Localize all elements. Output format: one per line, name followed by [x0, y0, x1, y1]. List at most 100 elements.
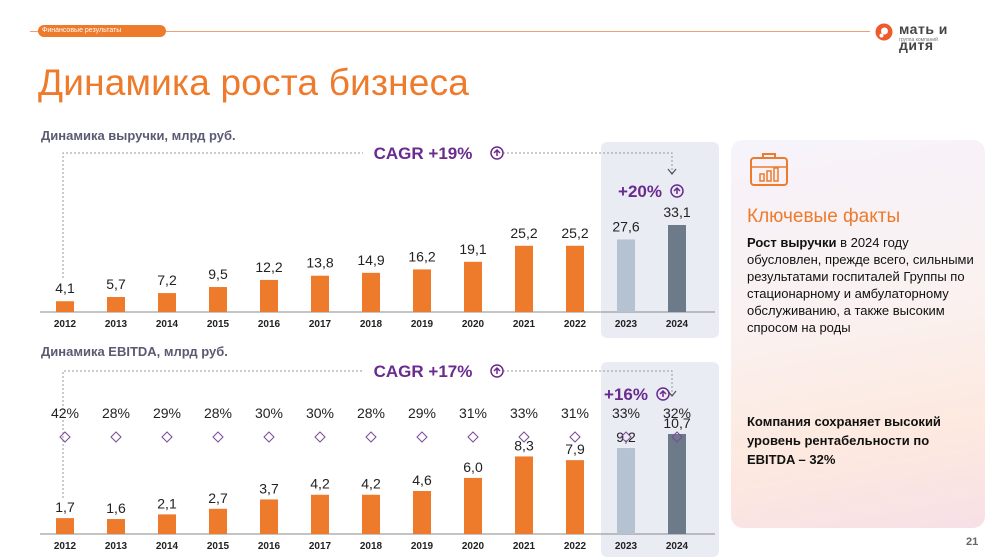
x-tick-2013: 2013 — [105, 319, 128, 330]
key-facts-paragraph-2: Компания сохраняет высокий уровень рента… — [747, 414, 941, 467]
bar-2024 — [668, 225, 686, 312]
value-label-2022: 7,9 — [565, 441, 585, 457]
value-label-2020: 19,1 — [459, 241, 486, 257]
cagr-up-icon — [490, 146, 504, 160]
x-tick-2019: 2019 — [411, 319, 434, 330]
x-tick-2021: 2021 — [513, 541, 536, 552]
bar-2018 — [362, 494, 380, 534]
margin-label-2021: 33% — [510, 405, 538, 421]
value-label-2022: 25,2 — [561, 225, 588, 241]
cagr-up-icon — [490, 364, 504, 378]
ebitda-chart-title: Динамика EBITDA, млрд руб. — [41, 344, 228, 359]
value-label-2017: 4,2 — [310, 476, 330, 492]
x-tick-2019: 2019 — [411, 541, 434, 552]
key-facts-panel: Ключевые факты Рост выручки в 2024 году … — [731, 140, 985, 528]
x-tick-2014: 2014 — [156, 541, 179, 552]
header-divider — [30, 31, 870, 32]
x-tick-2016: 2016 — [258, 319, 281, 330]
x-tick-2024: 2024 — [666, 319, 689, 330]
margin-diamond-icon — [416, 431, 428, 443]
cagr-arrow-head — [667, 168, 677, 175]
bar-2019 — [413, 491, 431, 534]
bar-2024 — [668, 434, 686, 534]
value-label-2012: 1,7 — [55, 499, 75, 515]
margin-label-2023: 33% — [612, 405, 640, 421]
cagr-up-arrow-icon — [493, 148, 501, 156]
bar-2021 — [515, 456, 533, 534]
value-label-2020: 6,0 — [463, 459, 483, 475]
bar-2015 — [209, 508, 227, 534]
cagr-bracket-right — [503, 152, 673, 174]
value-label-2023: 9,2 — [616, 429, 636, 445]
company-logo: мать и дитя группа компаний — [874, 20, 984, 53]
value-label-2013: 1,6 — [106, 500, 126, 516]
bar-2014 — [158, 293, 176, 312]
growth-label: +16% — [604, 385, 648, 404]
logo-text: мать и дитя — [899, 21, 948, 53]
value-label-2023: 27,6 — [612, 218, 639, 234]
value-label-2016: 12,2 — [255, 259, 282, 275]
margin-diamond-icon — [212, 431, 224, 443]
value-label-2017: 13,8 — [306, 255, 333, 271]
value-label-2021: 25,2 — [510, 225, 537, 241]
bar-2017 — [311, 275, 329, 312]
bar-2016 — [260, 499, 278, 534]
growth-up-icon — [670, 184, 684, 198]
x-tick-2018: 2018 — [360, 319, 383, 330]
x-tick-2015: 2015 — [207, 319, 230, 330]
margin-diamond-icon — [59, 431, 71, 443]
logo-subtitle: группа компаний — [899, 37, 938, 43]
margin-diamond-icon — [620, 431, 632, 443]
margin-label-2016: 30% — [255, 405, 283, 421]
x-tick-2020: 2020 — [462, 541, 485, 552]
bar-2018 — [362, 272, 380, 312]
margin-diamond-icon — [518, 431, 530, 443]
bar-2021 — [515, 245, 533, 312]
logo-mark-icon — [875, 23, 893, 41]
margin-diamond-icon — [671, 431, 683, 443]
value-label-2018: 14,9 — [357, 252, 384, 268]
bar-2013 — [107, 519, 125, 534]
growth-up-icon — [656, 387, 670, 401]
growth-label: +20% — [618, 182, 662, 201]
key-facts-p1-bold: Рост выручки — [747, 235, 837, 250]
cagr-label: CAGR +17% — [374, 362, 473, 381]
value-label-2012: 4,1 — [55, 280, 75, 296]
bar-2012 — [56, 301, 74, 312]
cagr-label: CAGR +19% — [374, 144, 473, 163]
value-label-2015: 9,5 — [208, 266, 228, 282]
bar-2019 — [413, 269, 431, 312]
cagr-bracket-left — [62, 152, 363, 278]
page-title: Динамика роста бизнеса — [38, 62, 470, 103]
margin-label-2019: 29% — [408, 405, 436, 421]
x-tick-2020: 2020 — [462, 319, 485, 330]
bar-2012 — [56, 518, 74, 534]
value-label-2015: 2,7 — [208, 490, 228, 506]
key-facts-paragraph-1: Рост выручки в 2024 году обусловлен, пре… — [747, 234, 979, 336]
x-tick-2018: 2018 — [360, 541, 383, 552]
section-tag: Финансовые результаты — [38, 25, 166, 37]
key-facts-title: Ключевые факты — [747, 206, 901, 227]
margin-label-2022: 31% — [561, 405, 589, 421]
page-number: 21 — [966, 536, 979, 548]
x-tick-2022: 2022 — [564, 319, 587, 330]
x-tick-2012: 2012 — [54, 319, 77, 330]
x-tick-2015: 2015 — [207, 541, 230, 552]
bar-2022 — [566, 245, 584, 312]
key-facts-p1-text: в 2024 году обусловлен, прежде всего, си… — [747, 235, 974, 335]
bar-2023 — [617, 239, 635, 312]
x-tick-2012: 2012 — [54, 541, 77, 552]
bar-2013 — [107, 297, 125, 312]
x-tick-2017: 2017 — [309, 541, 332, 552]
x-tick-2023: 2023 — [615, 541, 638, 552]
margin-label-2018: 28% — [357, 405, 385, 421]
value-label-2019: 4,6 — [412, 472, 432, 488]
growth-up-arrow-icon — [659, 389, 667, 397]
margin-diamond-icon — [263, 431, 275, 443]
margin-diamond-icon — [365, 431, 377, 443]
margin-label-2014: 29% — [153, 405, 181, 421]
x-tick-2014: 2014 — [156, 319, 179, 330]
revenue-chart-title: Динамика выручки, млрд руб. — [41, 128, 236, 143]
value-label-2024: 10,7 — [663, 415, 690, 431]
x-tick-2022: 2022 — [564, 541, 587, 552]
